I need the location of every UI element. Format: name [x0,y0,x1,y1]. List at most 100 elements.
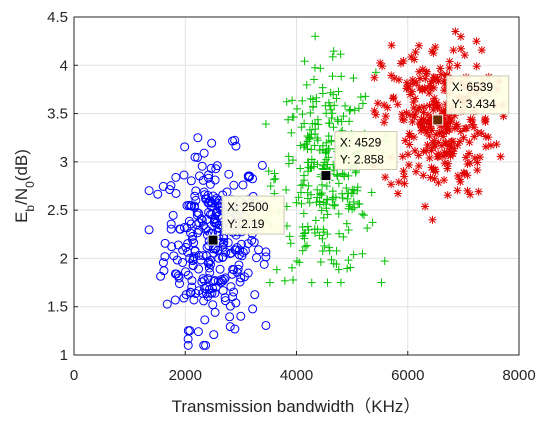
circle-point [238,180,248,190]
axis-ticks: 0 2000 4000 6000 8000 1 1.5 2 2.5 3 3.5 4 4.5 [47,9,536,384]
circle-point [261,247,271,257]
plus-point [304,181,313,190]
plus-point [284,152,293,161]
circle-point [189,202,199,212]
asterisk-point [431,165,440,174]
asterisk-point [463,160,472,169]
plus-point [305,125,314,134]
asterisk-point [370,106,379,115]
circle-point [173,271,183,281]
circle-point [218,286,228,296]
plus-point [303,241,312,250]
circle-point [227,269,237,279]
plus-point [336,278,345,287]
plus-point [322,200,331,209]
asterisk-point [453,122,462,131]
circle-point [178,258,188,268]
circle-point [194,225,204,235]
circle-point [234,260,244,270]
circle-point [191,186,201,196]
circle-point [204,170,214,180]
plus-point [322,138,331,147]
asterisk-point [419,115,428,124]
circle-point [172,269,182,279]
circle-point [225,301,235,311]
plus-point [324,119,333,128]
circle-point [179,170,189,180]
circle-point [194,264,204,274]
asterisk-point [451,27,460,36]
circle-point [232,242,242,252]
asterisk-point [409,103,418,112]
plus-point [335,229,344,238]
circle-point [214,253,224,263]
plus-point [367,188,376,197]
plus-point [300,140,309,149]
circle-point [228,264,238,274]
asterisk-point [428,215,437,224]
plus-point [323,210,332,219]
asterisk-point [486,141,495,150]
plus-point [354,104,363,113]
plus-point [317,189,326,198]
circle-point [217,253,227,263]
circle-point [230,324,240,334]
circle-point [225,322,235,332]
circle-point [184,200,194,210]
circle-point [189,252,199,262]
plus-point [358,249,367,258]
plus-point [324,144,333,153]
circle-point [186,219,196,229]
plus-point [298,96,307,105]
circle-point [261,320,271,330]
circle-point [261,252,271,262]
plus-point [297,181,306,190]
plus-point [346,105,355,114]
plus-point [272,265,281,274]
plus-point [298,232,307,241]
plus-point [307,130,316,139]
circle-point [175,224,185,234]
asterisk-point [456,32,465,41]
plus-point [309,103,318,112]
circle-point [243,171,253,181]
plus-point [330,101,339,110]
datatip-y-label: Y: 2.19 [227,217,265,231]
asterisk-point [410,146,419,155]
plus-point [342,219,351,228]
asterisk-point [380,100,389,109]
circle-point [187,276,197,286]
plus-point [293,104,302,113]
circle-point [188,254,198,264]
asterisk-point [470,154,479,163]
circle-point [210,214,220,224]
plus-point [284,159,293,168]
asterisk-point [475,153,484,162]
plus-point [285,232,294,241]
plus-point [345,106,354,115]
plus-point [270,169,279,178]
plus-point [296,188,305,197]
plus-point [358,210,367,219]
y-tick-label: 3.5 [47,106,68,123]
circle-point [239,272,249,282]
circle-point [172,255,182,265]
asterisk-point [472,62,481,71]
plus-point [323,160,332,169]
asterisk-point [460,169,469,178]
plus-point [288,156,297,165]
circle-point [229,287,239,297]
asterisk-point [463,186,472,195]
plus-point [310,141,319,150]
asterisk-point [465,138,474,147]
circle-point [197,277,207,287]
asterisk-point [398,152,407,161]
circle-point [212,161,222,171]
asterisk-point [459,133,468,142]
plus-point [351,168,360,177]
plus-point [338,194,347,203]
asterisk-point [443,191,452,200]
asterisk-point [429,73,438,82]
asterisk-point [481,117,490,126]
asterisk-point [444,159,453,168]
